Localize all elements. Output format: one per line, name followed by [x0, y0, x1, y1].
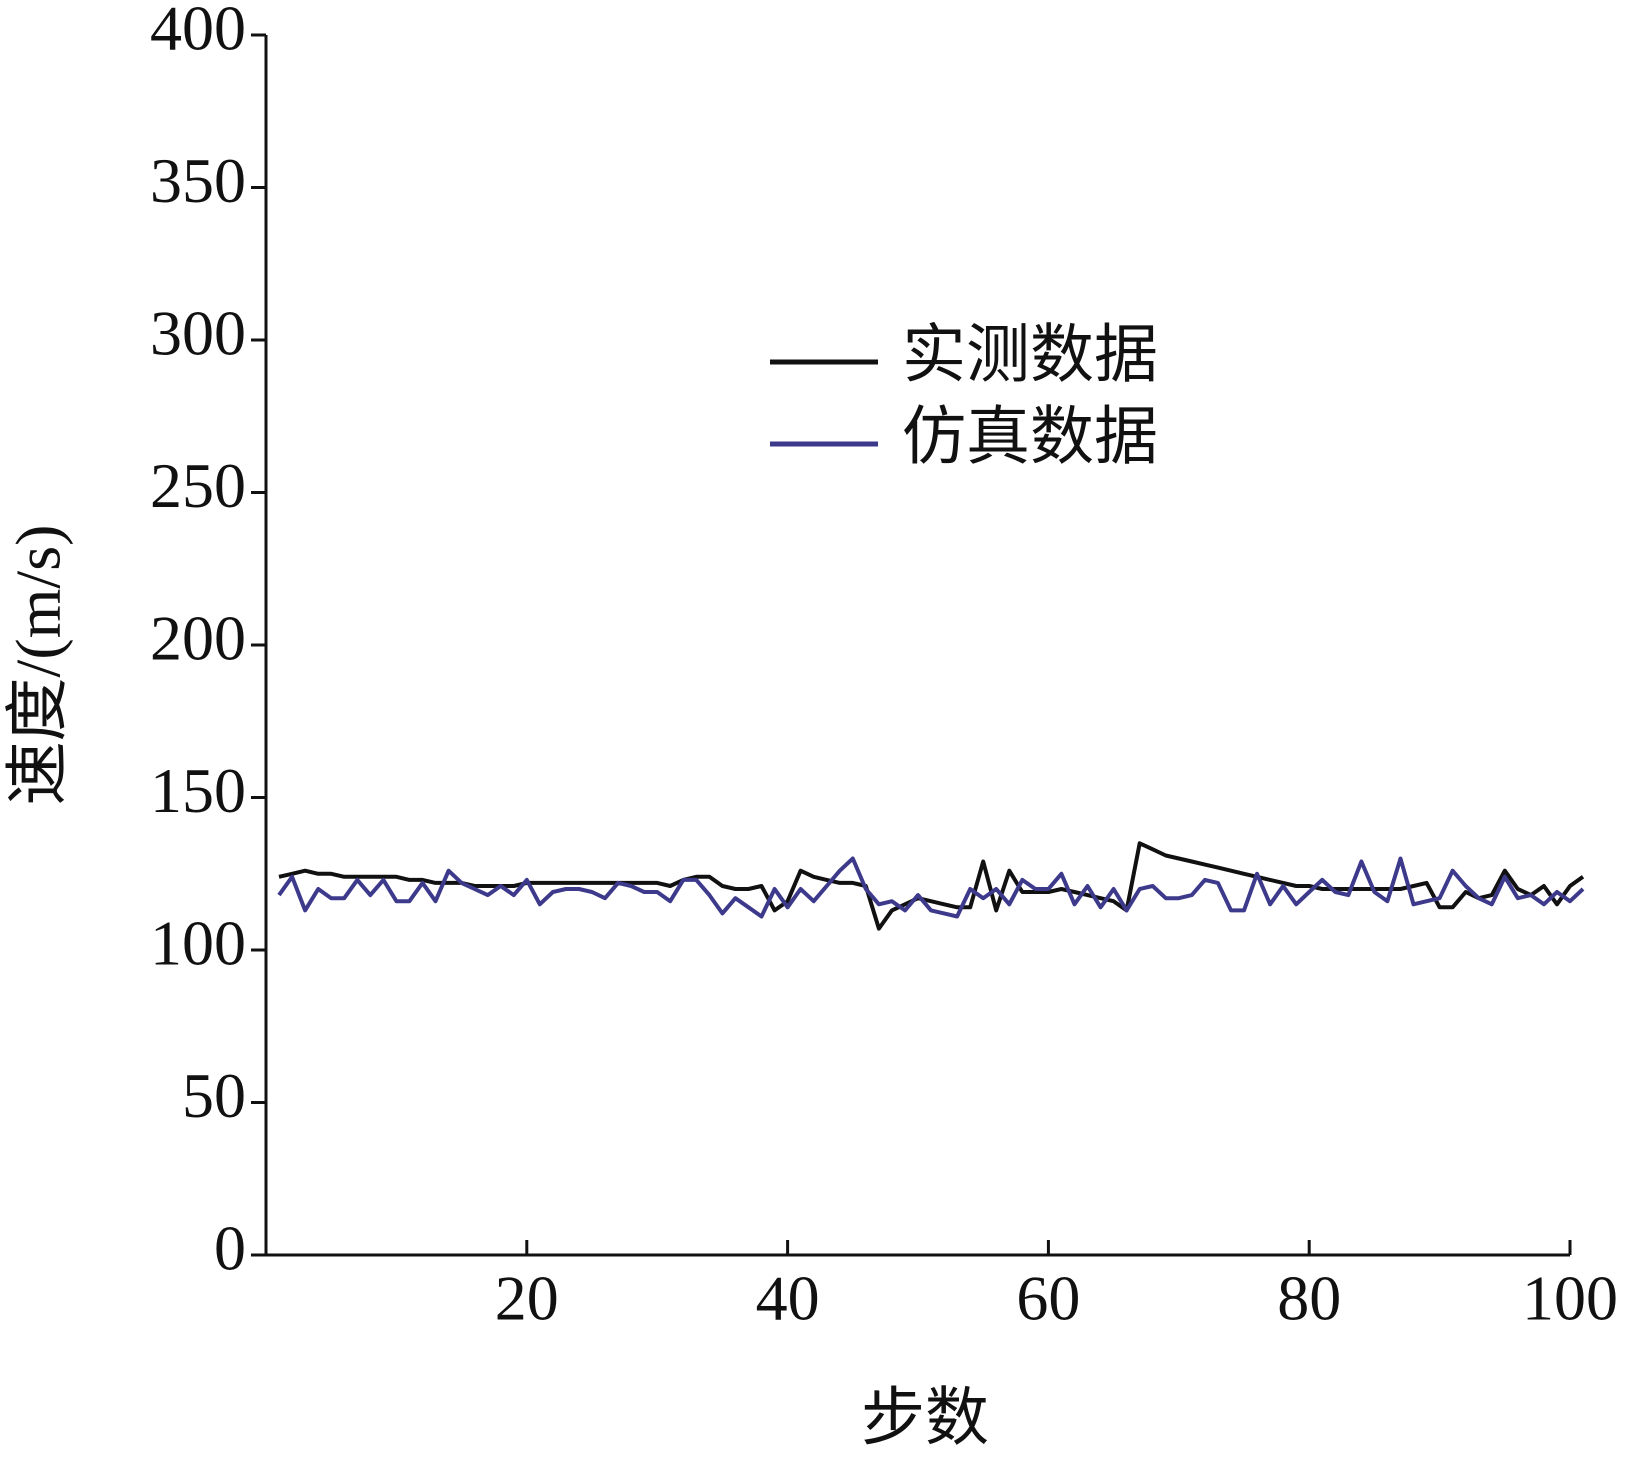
x-tick-label: 100	[1522, 1263, 1618, 1334]
y-tick-label: 350	[150, 145, 246, 216]
y-tick-label: 50	[182, 1060, 246, 1131]
y-tick-label: 300	[150, 298, 246, 369]
y-tick-label: 200	[150, 603, 246, 674]
x-tick-label: 80	[1277, 1263, 1341, 1334]
x-axis-label: 步数	[861, 1383, 989, 1454]
y-tick-label: 150	[150, 755, 246, 826]
x-tick-label: 20	[495, 1263, 559, 1334]
y-tick-label: 0	[214, 1213, 246, 1284]
legend-label: 实测数据	[902, 320, 1158, 391]
x-tick-label: 40	[756, 1263, 820, 1334]
data-line	[277, 856, 1585, 919]
y-axis-label: 速度/(m/s)	[3, 525, 74, 806]
legend-label: 仿真数据	[902, 402, 1158, 473]
y-tick-label: 250	[150, 450, 246, 521]
x-tick-label: 60	[1016, 1263, 1080, 1334]
y-tick-label: 100	[150, 908, 246, 979]
y-tick-label: 400	[150, 0, 246, 64]
data-line	[278, 841, 1585, 931]
